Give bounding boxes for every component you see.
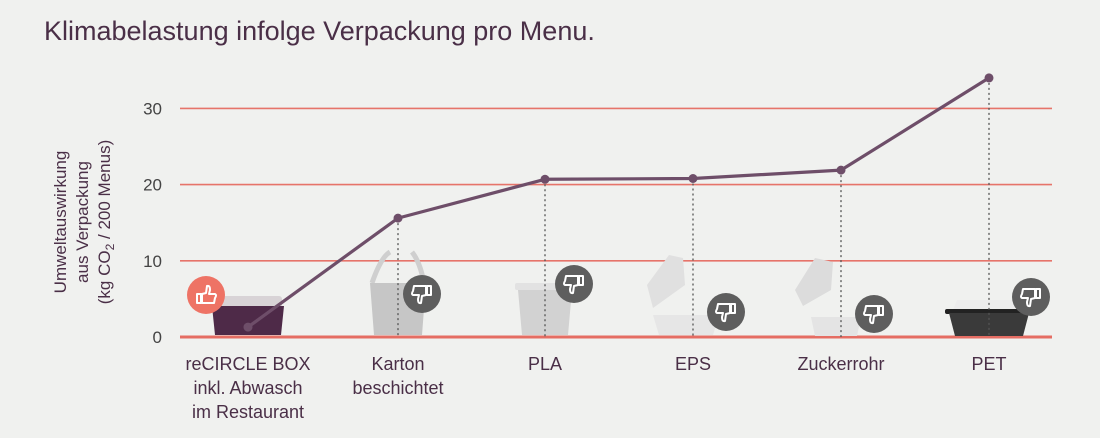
pet-lid — [953, 300, 1025, 310]
eps-icon — [653, 315, 719, 335]
data-point — [243, 322, 253, 332]
y-axis-title-unit-pre: (kg CO — [95, 250, 114, 304]
series-line — [243, 73, 994, 332]
gridlines — [180, 107, 1052, 339]
data-point — [540, 174, 550, 184]
data-point — [836, 165, 846, 175]
y-tick-label: 30 — [143, 99, 162, 118]
y-axis-title-unit-sub: 2 — [103, 243, 117, 250]
thumbs-down-icon — [403, 275, 441, 313]
category-label: inkl. Abwasch — [193, 378, 302, 398]
y-axis-title-line-3: (kg CO2 / 200 Menus) — [95, 140, 117, 304]
eps-lid — [647, 255, 685, 308]
drop-lines — [397, 77, 990, 337]
data-point — [984, 73, 994, 83]
y-tick-label: 10 — [143, 252, 162, 271]
category-label: beschichtet — [352, 378, 443, 398]
category-label: PLA — [528, 354, 562, 374]
y-axis-title-line-1: Umweltauswirkung — [51, 151, 70, 294]
karton-handle — [369, 249, 392, 284]
y-axis-ticks: 0 10 20 30 — [143, 99, 162, 347]
series-line-path — [247, 76, 990, 329]
pla-icon — [518, 290, 572, 335]
category-label: EPS — [675, 354, 711, 374]
thumbs-down-icon — [555, 265, 593, 303]
category-label: reCIRCLE BOX — [185, 354, 310, 374]
thumbs-down-icon — [855, 295, 893, 333]
y-tick-label: 20 — [143, 176, 162, 195]
data-point — [393, 213, 403, 223]
x-axis-categories: reCIRCLE BOX inkl. Abwasch im Restaurant Ka… — [185, 354, 1006, 422]
chart-title: Klimabelastung infolge Verpackung pro Me… — [44, 16, 595, 46]
packaging-icons — [212, 249, 1033, 336]
category-label: Zuckerrohr — [797, 354, 884, 374]
zuckerrohr-lid — [795, 258, 833, 306]
y-axis-title-line-2: aus Verpackung — [73, 161, 92, 283]
y-tick-label: 0 — [153, 328, 162, 347]
y-axis-title-unit-post: / 200 Menus) — [95, 140, 114, 244]
thumbs-down-icon — [707, 293, 745, 331]
thumbs-down-icon — [1012, 278, 1050, 316]
y-axis-title: Umweltauswirkung aus Verpackung (kg CO2 … — [51, 140, 117, 304]
rating-badges — [187, 265, 1050, 333]
category-label: PET — [971, 354, 1006, 374]
pet-rim — [945, 309, 1033, 314]
data-point — [688, 174, 698, 184]
category-label: im Restaurant — [192, 402, 304, 422]
recircle-box-lid — [214, 296, 282, 308]
thumbs-up-icon — [187, 276, 225, 314]
zuckerrohr-icon — [811, 317, 861, 336]
category-label: Karton — [371, 354, 424, 374]
